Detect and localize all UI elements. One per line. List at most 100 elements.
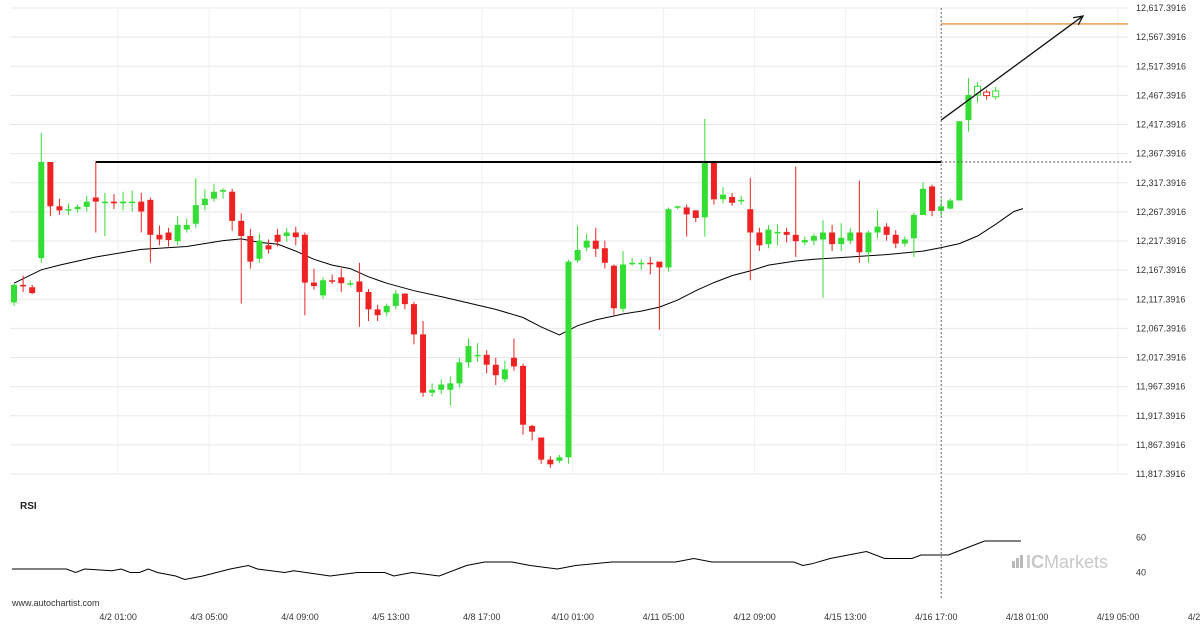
candle-body — [929, 186, 936, 211]
candle-body — [801, 240, 808, 243]
candle — [983, 89, 991, 100]
candle-body — [83, 201, 90, 207]
candle-body — [729, 196, 736, 203]
candle-body — [620, 264, 627, 309]
candle — [547, 456, 554, 468]
candle — [301, 232, 308, 316]
candle-body — [156, 234, 163, 240]
price-tick-label: 12,417.3916 — [1136, 120, 1186, 130]
candle — [992, 86, 1000, 100]
candle-body — [956, 121, 963, 201]
candle-body — [320, 280, 327, 296]
candle — [892, 230, 899, 249]
candle — [38, 132, 45, 263]
candle-body — [838, 237, 845, 245]
candle — [792, 166, 799, 257]
candle — [347, 280, 354, 287]
price-tick-label: 11,817.3916 — [1136, 469, 1185, 479]
candle — [520, 363, 527, 435]
candle — [801, 236, 808, 246]
candle — [138, 192, 145, 233]
candle-body — [274, 234, 281, 242]
price-tick-label: 11,917.3916 — [1136, 411, 1185, 421]
candle — [20, 275, 27, 292]
candle — [601, 240, 608, 269]
price-tick-label: 12,467.3916 — [1136, 90, 1186, 100]
candle-body — [638, 262, 645, 265]
candle — [474, 343, 481, 362]
candle — [820, 220, 827, 298]
candle-body — [547, 459, 554, 465]
candle-body — [365, 291, 372, 310]
candle-body — [110, 201, 117, 204]
candle-body — [610, 265, 617, 309]
candle — [265, 239, 272, 254]
candle — [329, 274, 336, 284]
candle-body — [792, 234, 799, 242]
candle-body — [520, 365, 527, 425]
candle-body — [92, 197, 99, 202]
candle — [447, 376, 454, 406]
candle — [92, 161, 99, 233]
candle — [420, 321, 427, 397]
time-tick-label: 4/22 09:00 — [1188, 612, 1200, 622]
icmarkets-logo: ICMarkets — [1012, 552, 1108, 572]
candle — [729, 192, 736, 206]
candle — [529, 424, 536, 441]
candle — [374, 304, 381, 322]
candle-body — [29, 287, 36, 294]
candle-body — [265, 245, 272, 250]
candle — [101, 192, 108, 236]
candle-body — [20, 284, 27, 287]
candle — [956, 121, 963, 201]
candle-body — [492, 364, 499, 376]
time-tick-label: 4/8 17:00 — [463, 612, 501, 622]
candle-body — [301, 234, 308, 283]
price-tick-label: 12,217.3916 — [1136, 236, 1186, 246]
candle-body — [129, 201, 136, 204]
candle — [510, 338, 517, 371]
candle-body — [692, 210, 699, 218]
candle — [283, 227, 290, 242]
candle — [238, 213, 245, 304]
logo-bar — [1016, 558, 1019, 568]
candle — [310, 268, 317, 290]
brand-name: ICMarkets — [1026, 552, 1108, 572]
candle — [120, 191, 127, 211]
candle-body — [483, 354, 490, 365]
candle-body — [810, 235, 817, 241]
price-tick-label: 11,967.3916 — [1136, 382, 1185, 392]
candle — [765, 224, 772, 249]
candle-body — [210, 191, 217, 199]
candle-body — [474, 354, 481, 357]
price-tick-label: 12,567.3916 — [1136, 32, 1186, 42]
price-tick-label: 12,617.3916 — [1136, 3, 1186, 13]
candle — [910, 212, 917, 257]
candle — [401, 293, 408, 310]
candle — [383, 303, 390, 317]
candle-body — [574, 249, 581, 261]
candle-body — [11, 284, 17, 303]
candle-body — [538, 437, 545, 460]
candle — [165, 227, 172, 247]
logo-bar — [1012, 561, 1015, 568]
candle-body — [183, 224, 190, 230]
price-tick-label: 11,867.3916 — [1136, 440, 1185, 450]
candle-body — [329, 280, 336, 282]
candle-body — [420, 334, 427, 393]
price-tick-label: 12,167.3916 — [1136, 265, 1186, 275]
candle — [456, 357, 463, 388]
candle-body — [629, 262, 636, 265]
candle-body — [74, 206, 81, 210]
candle-body — [456, 362, 463, 384]
pattern-overlay-layer — [95, 8, 1133, 598]
candle — [56, 198, 63, 216]
candle-body — [820, 232, 827, 240]
candle-body — [220, 189, 227, 192]
candle-body — [874, 226, 881, 233]
candle — [65, 203, 72, 216]
moving-average-layer — [13, 208, 1024, 336]
price-tick-label: 12,267.3916 — [1136, 207, 1186, 217]
candle-body — [865, 232, 872, 253]
candle-body — [229, 191, 236, 221]
